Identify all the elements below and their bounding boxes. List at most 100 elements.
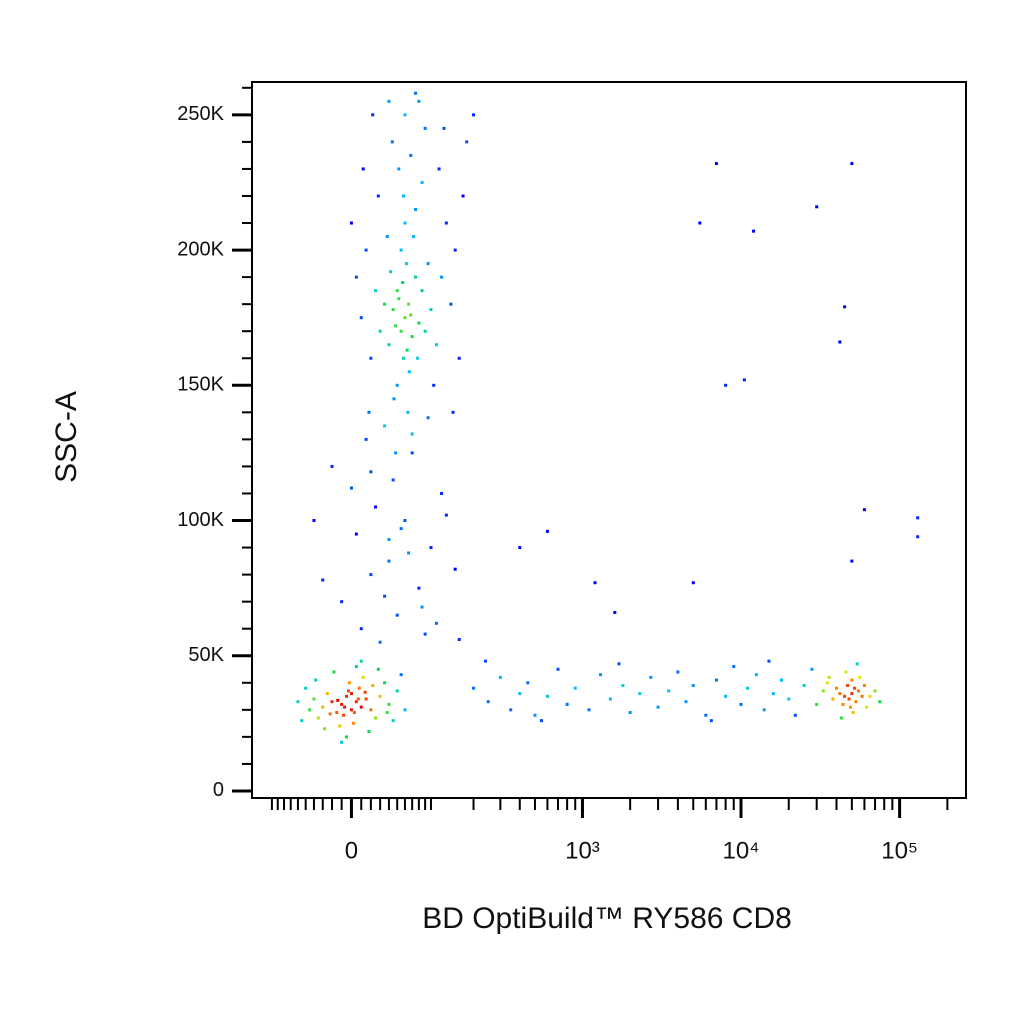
event-dot [367, 410, 371, 414]
event-dot [376, 194, 380, 198]
event-dot [434, 621, 438, 625]
event-dot [916, 516, 920, 520]
event-dot [838, 692, 842, 696]
event-dot [573, 686, 577, 690]
event-dot [444, 513, 448, 517]
event-dot [691, 581, 695, 585]
event-dot [417, 321, 421, 325]
event-dot [357, 686, 361, 690]
event-dot [361, 167, 365, 171]
event-dot [378, 694, 382, 698]
event-dot [399, 248, 403, 252]
event-dot [354, 532, 358, 536]
event-dot [369, 356, 373, 360]
event-dot [916, 535, 920, 539]
event-dot [518, 692, 522, 696]
event-dot [325, 692, 329, 696]
event-dot [395, 383, 399, 387]
y-tick-label: 50K [188, 644, 224, 666]
event-dot [321, 705, 325, 709]
y-tick-label: 250K [177, 103, 224, 125]
event-dot [328, 712, 332, 716]
event-dot [336, 698, 340, 702]
event-dot [359, 627, 363, 631]
event-dot [340, 600, 344, 604]
event-dot [420, 605, 424, 609]
event-dot [787, 697, 791, 701]
event-dot [403, 519, 407, 523]
event-dot [860, 694, 864, 698]
event-dot [403, 316, 407, 320]
event-dot [432, 383, 436, 387]
event-dot [850, 559, 854, 563]
event-dot [383, 594, 387, 598]
event-dot [351, 721, 355, 725]
event-dot [420, 180, 424, 184]
event-dot [848, 705, 852, 709]
event-dot [399, 673, 403, 677]
event-dot [378, 329, 382, 333]
event-dot [461, 194, 465, 198]
event-dot [802, 683, 806, 687]
event-dot [453, 248, 457, 252]
event-dot [815, 702, 819, 706]
event-dot [330, 464, 334, 468]
event-dot [414, 208, 418, 212]
event-dot [401, 281, 405, 285]
event-dot [815, 205, 819, 209]
y-tick-label: 100K [177, 509, 224, 531]
event-dot [667, 689, 671, 693]
event-dot [704, 713, 708, 717]
event-dot [850, 678, 854, 682]
x-tick-label: 10³ [565, 837, 600, 864]
event-dot [410, 335, 414, 339]
y-axis-title: SSC-A [50, 391, 83, 483]
event-dot [340, 740, 344, 744]
event-dot [423, 329, 427, 333]
event-dot [369, 470, 373, 474]
x-tick-label: 10⁴ [722, 837, 759, 864]
x-tick-label: 0 [345, 837, 358, 864]
event-dot [472, 113, 476, 117]
event-dot [767, 659, 771, 663]
event-dot [349, 692, 353, 696]
event-dot [363, 690, 367, 694]
event-dot [599, 673, 603, 677]
event-dot [844, 670, 848, 674]
event-dot [483, 659, 487, 663]
event-dot [509, 708, 513, 712]
event-dot [724, 694, 728, 698]
event-dot [389, 270, 393, 274]
event-dot [361, 675, 365, 679]
event-dot [359, 659, 363, 663]
event-dot [825, 681, 829, 685]
event-dot [410, 432, 414, 436]
event-dot [403, 221, 407, 225]
event-dot [762, 708, 766, 712]
event-dot [423, 126, 427, 130]
event-dot [374, 289, 378, 293]
event-dot [412, 235, 416, 239]
event-dot [394, 451, 398, 455]
event-dot [426, 262, 430, 266]
event-dot [394, 324, 398, 328]
event-dot [754, 673, 758, 677]
event-dot [342, 713, 346, 717]
event-dot [847, 697, 851, 701]
event-dot [401, 356, 405, 360]
event-dot [406, 410, 410, 414]
event-dot [854, 700, 858, 704]
event-dot [850, 162, 854, 166]
event-dot [369, 708, 373, 712]
event-dot [855, 662, 859, 666]
event-dot [364, 697, 368, 701]
event-dot [387, 702, 391, 706]
event-dot [391, 478, 395, 482]
event-dot [371, 683, 375, 687]
event-dot [810, 667, 814, 671]
event-dot [364, 248, 368, 252]
event-dot [838, 340, 842, 344]
event-dot [771, 692, 775, 696]
event-dot [752, 229, 756, 233]
event-dot [346, 689, 350, 693]
